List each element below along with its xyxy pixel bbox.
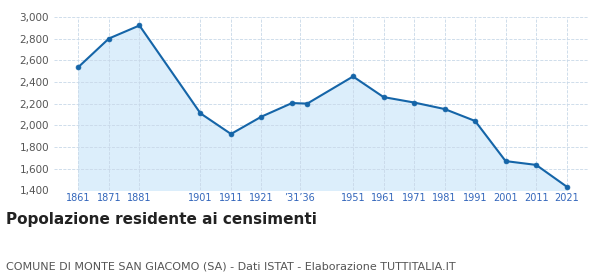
Text: COMUNE DI MONTE SAN GIACOMO (SA) - Dati ISTAT - Elaborazione TUTTITALIA.IT: COMUNE DI MONTE SAN GIACOMO (SA) - Dati … bbox=[6, 262, 455, 272]
Text: Popolazione residente ai censimenti: Popolazione residente ai censimenti bbox=[6, 212, 317, 227]
